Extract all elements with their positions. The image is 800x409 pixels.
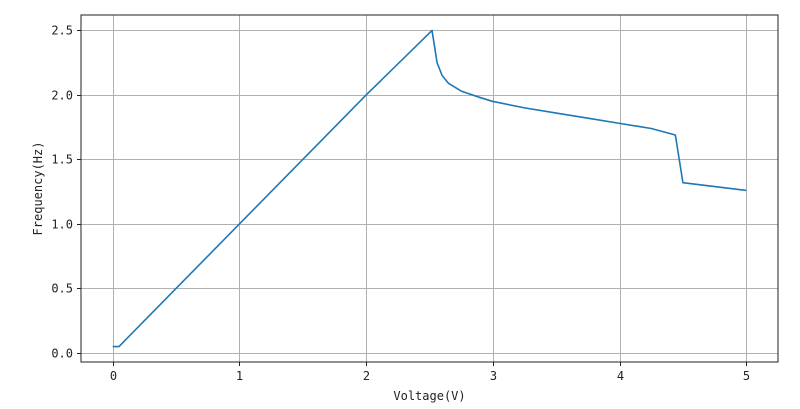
y-tick-label: 0.0: [51, 347, 73, 361]
y-tick-label: 2.5: [51, 24, 73, 38]
y-tick-label: 0.5: [51, 282, 73, 296]
x-axis-label: Voltage(V): [393, 389, 465, 403]
x-tick-label: 2: [363, 369, 370, 383]
x-tick-label: 3: [490, 369, 497, 383]
x-tick-label: 5: [743, 369, 750, 383]
y-tick-label: 2.0: [51, 89, 73, 103]
x-tick-label: 4: [617, 369, 624, 383]
series-layer: [112, 29, 747, 348]
ticks: 0 1 2 3 4 5 0.0 0.5 1.0 1.5 2.0 2.5: [51, 24, 750, 384]
y-tick-label: 1.0: [51, 218, 73, 232]
x-tick-label: 1: [236, 369, 243, 383]
x-tick-label: 0: [110, 369, 117, 383]
plot-frame: [80, 14, 779, 363]
y-tick-label: 1.5: [51, 153, 73, 167]
y-axis-label: Frequency(Hz): [31, 142, 45, 236]
series-line: [112, 29, 747, 348]
grid: [81, 15, 778, 362]
